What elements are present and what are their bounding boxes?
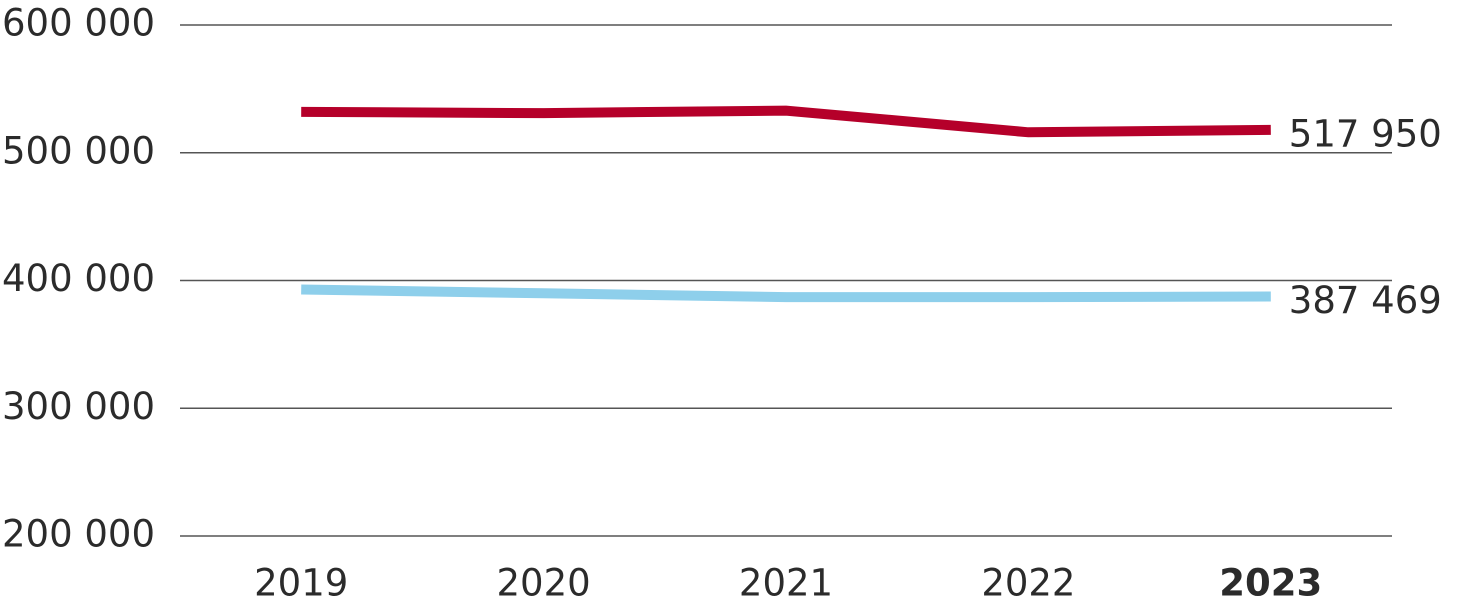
x-tick-label: 2021	[739, 562, 833, 605]
y-tick-label: 600 000	[2, 2, 155, 45]
line-series	[301, 105, 1271, 138]
y-tick-label: 400 000	[2, 257, 155, 300]
y-tick-label: 300 000	[2, 385, 155, 428]
y-tick-label: 200 000	[2, 513, 155, 556]
x-tick-label: 2023	[1219, 562, 1322, 605]
value-label: 517 950	[1289, 112, 1442, 155]
y-tick-label: 500 000	[2, 129, 155, 172]
x-tick-label: 2019	[254, 562, 348, 605]
line-series	[301, 284, 1271, 303]
value-label: 387 469	[1289, 279, 1442, 322]
x-tick-label: 2020	[497, 562, 591, 605]
x-tick-label: 2022	[981, 562, 1075, 605]
